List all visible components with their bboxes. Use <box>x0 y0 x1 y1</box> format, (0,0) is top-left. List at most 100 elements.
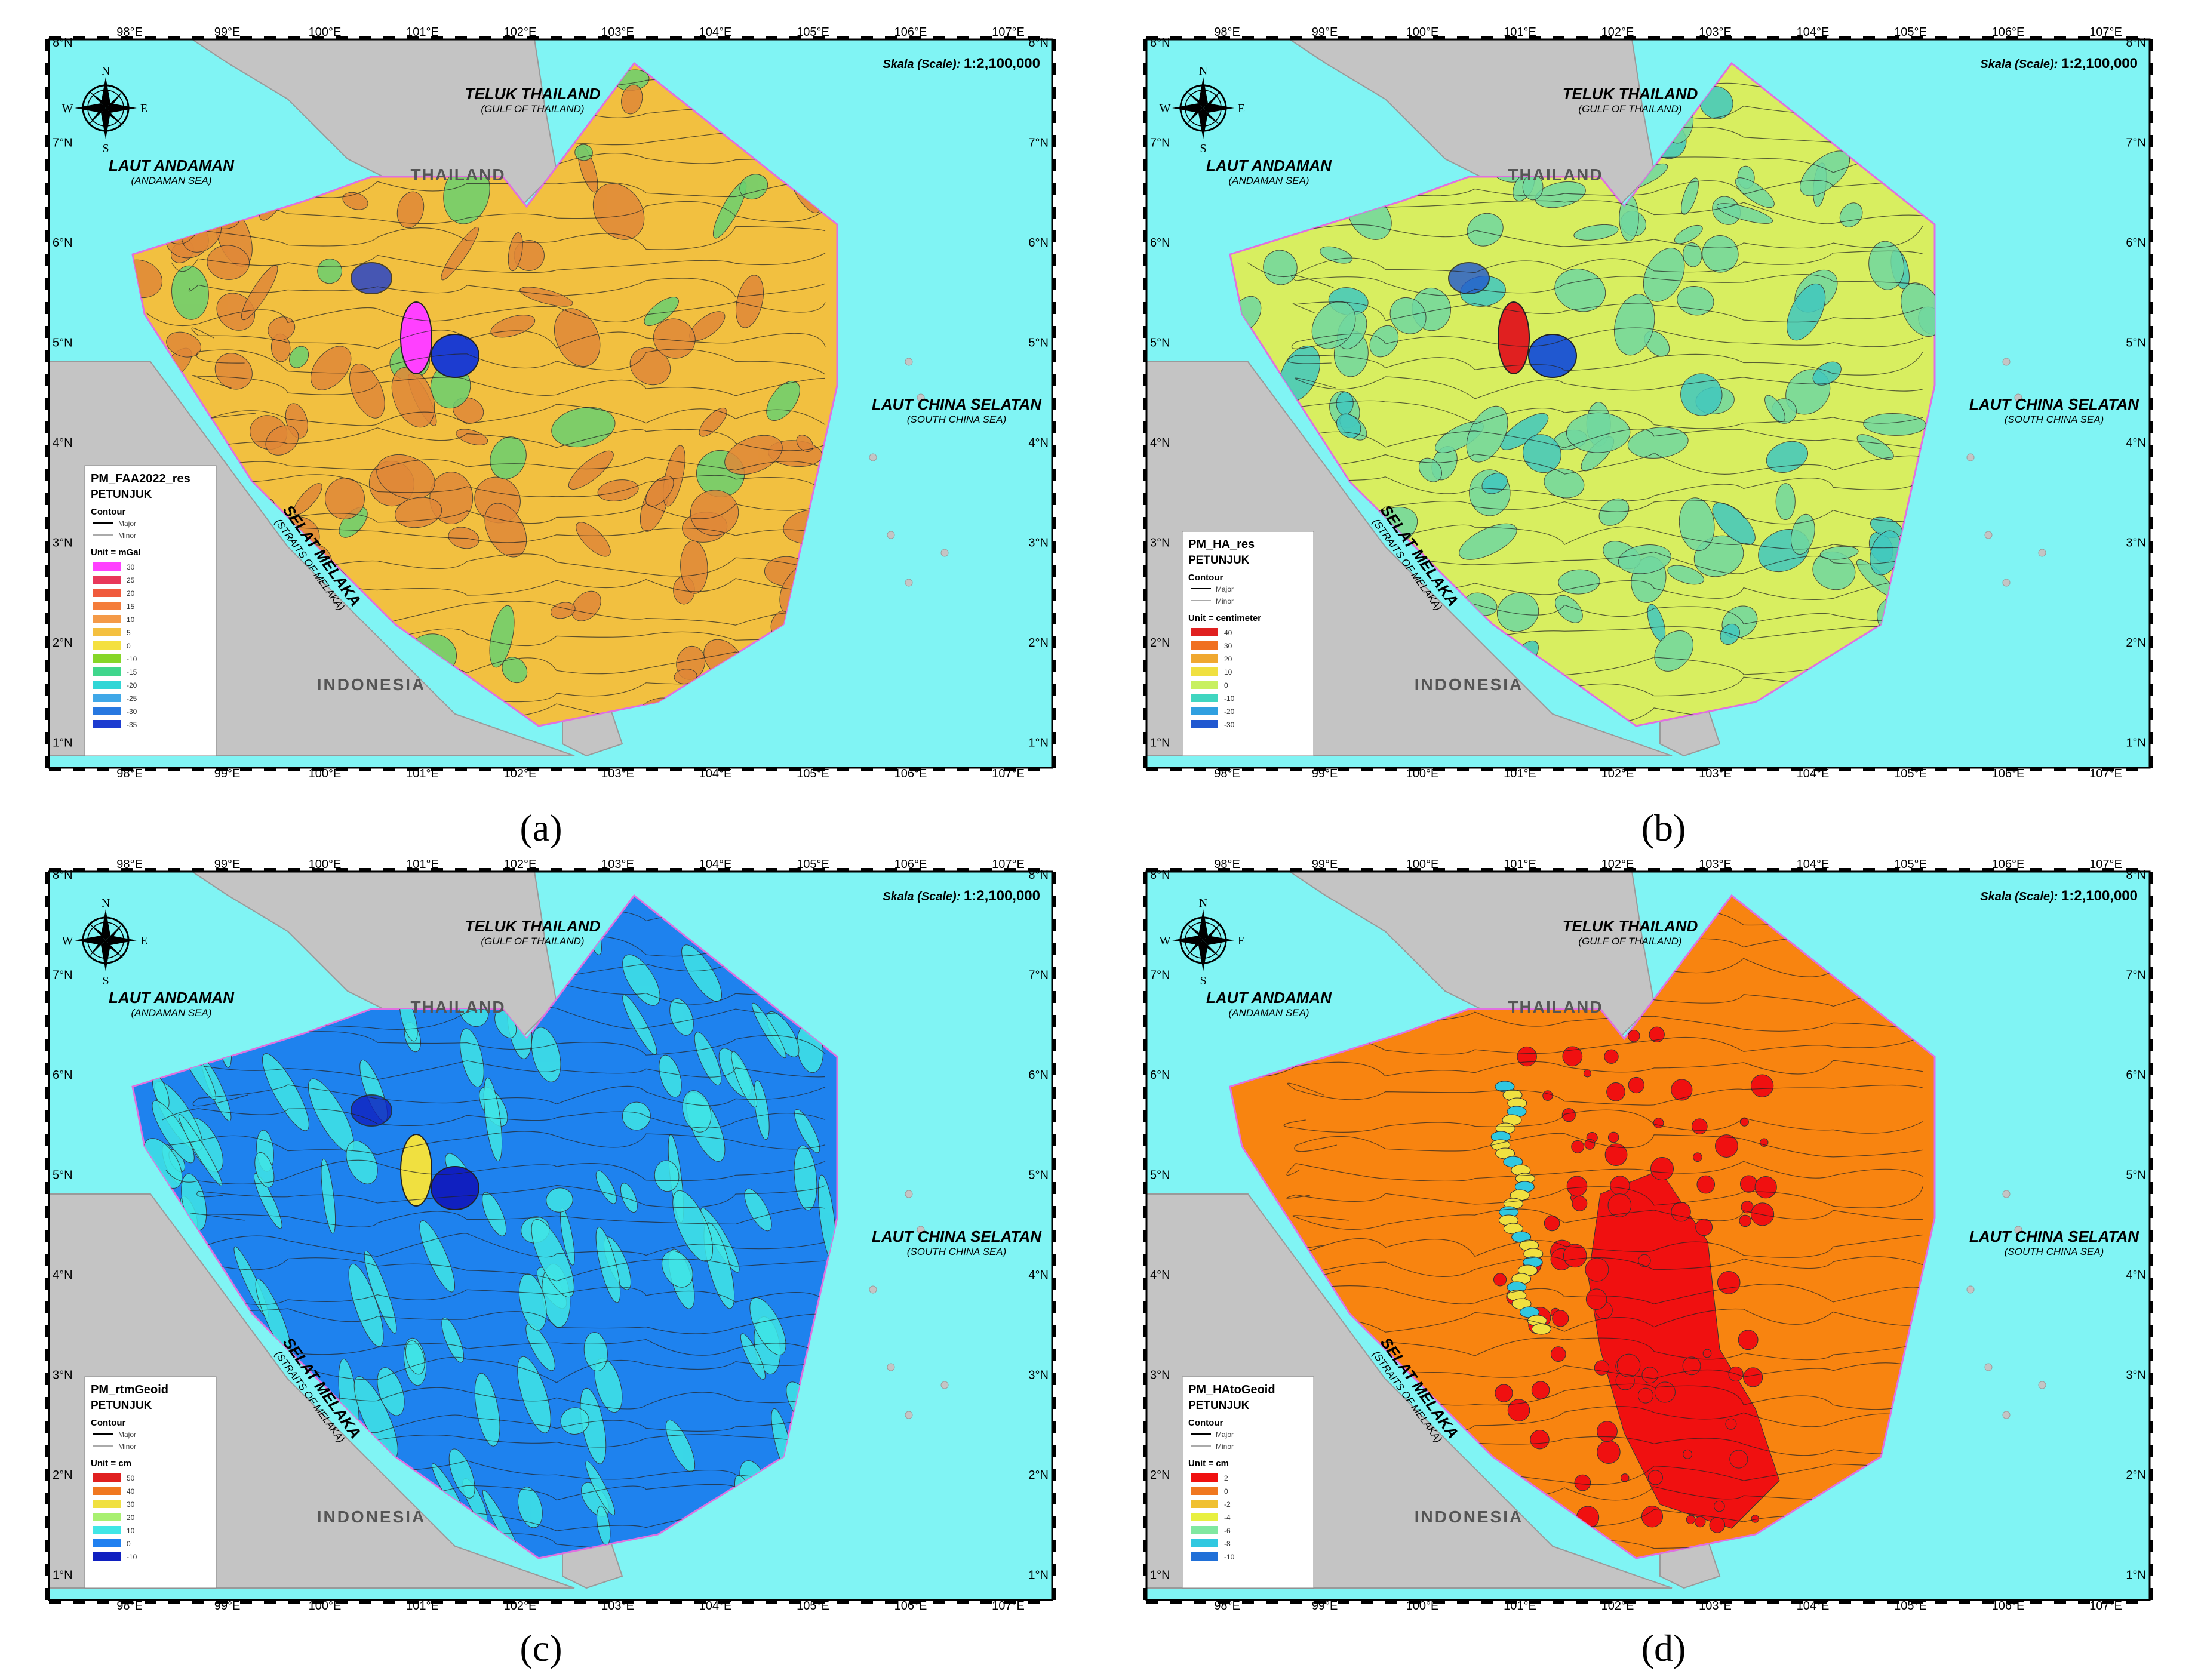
legend-major: Major <box>118 1430 136 1439</box>
lon-tick-top: 102°E <box>1601 860 1634 871</box>
legend-class-label: 20 <box>127 1513 135 1522</box>
lat-tick-right: 8°N <box>1028 36 1049 50</box>
legend-swatch <box>93 628 121 636</box>
legend-swatch <box>1191 628 1218 636</box>
legend-class-label: 10 <box>127 1527 135 1535</box>
legend-class-label: -6 <box>1224 1527 1231 1535</box>
lon-tick-bottom: 100°E <box>309 767 342 780</box>
lon-tick-top: 99°E <box>214 27 241 39</box>
lon-tick-bottom: 98°E <box>116 1599 143 1612</box>
lon-tick-top: 101°E <box>406 860 439 871</box>
legend-class-label: -20 <box>1224 707 1235 716</box>
legend-swatch <box>93 707 121 715</box>
legend-contour-heading: Contour <box>91 507 125 517</box>
lon-tick-top: 98°E <box>116 860 143 871</box>
legend-swatch <box>93 641 121 650</box>
lon-tick-bottom: 107°E <box>992 1599 1025 1612</box>
lat-tick-left: 2°N <box>53 636 73 650</box>
lon-tick-top: 100°E <box>1406 860 1439 871</box>
legend-class-label: 20 <box>1224 655 1232 663</box>
legend-swatch <box>1191 1552 1218 1561</box>
lon-tick-top: 103°E <box>601 27 634 39</box>
legend-contour-heading: Contour <box>91 1418 125 1428</box>
legend-swatch <box>93 602 121 610</box>
lon-tick-bottom: 99°E <box>214 1599 241 1612</box>
lon-tick-bottom: 101°E <box>406 1599 439 1612</box>
legend-title: PM_rtmGeoid <box>91 1383 168 1396</box>
legend-title: PM_HA_res <box>1188 538 1255 551</box>
compass-s: S <box>1200 974 1206 987</box>
lon-tick-top: 106°E <box>894 27 927 39</box>
lon-tick-top: 100°E <box>309 860 342 871</box>
legend-subtitle: PETUNJUK <box>91 488 152 501</box>
lon-tick-top: 104°E <box>699 27 732 39</box>
label-gulf-of-thailand: (GULF OF THAILAND) <box>1578 936 1681 947</box>
compass-rose-icon: N S E W <box>1160 64 1246 155</box>
lon-tick-bottom: 107°E <box>2089 767 2122 780</box>
compass-n: N <box>102 897 110 910</box>
label-south-china-sea: (SOUTH CHINA SEA) <box>907 1246 1007 1257</box>
compass-w: W <box>62 102 73 115</box>
legend-class-label: -10 <box>127 1553 137 1561</box>
legend-class-label: 0 <box>1224 1487 1228 1496</box>
lon-tick-top: 104°E <box>1797 860 1830 871</box>
lat-tick-right: 6°N <box>2126 236 2146 250</box>
lat-tick-right: 8°N <box>2126 36 2146 50</box>
lat-tick-right: 2°N <box>1028 1469 1049 1482</box>
legend-swatch <box>1191 681 1218 689</box>
lon-tick-top: 99°E <box>214 860 241 871</box>
legend-class-label: 0 <box>1224 681 1228 690</box>
lon-tick-bottom: 103°E <box>1699 767 1732 780</box>
lat-tick-left: 2°N <box>1150 1469 1170 1482</box>
lon-tick-top: 105°E <box>1894 860 1927 871</box>
lon-tick-top: 104°E <box>1797 27 1830 39</box>
lon-tick-bottom: 101°E <box>1504 1599 1536 1612</box>
lon-tick-top: 98°E <box>1214 860 1240 871</box>
legend-class-label: 40 <box>1224 629 1232 637</box>
lon-tick-bottom: 102°E <box>504 767 537 780</box>
lat-tick-left: 5°N <box>1150 337 1170 350</box>
lon-tick-top: 107°E <box>992 860 1025 871</box>
lat-tick-right: 4°N <box>1028 436 1049 450</box>
legend-swatch <box>1191 1500 1218 1508</box>
lat-tick-right: 6°N <box>2126 1069 2146 1082</box>
caption-a: (a) <box>519 807 562 849</box>
legend-class-label: 10 <box>127 616 135 624</box>
legend-swatch <box>93 1473 121 1482</box>
label-indonesia: INDONESIA <box>1415 1507 1524 1526</box>
lon-tick-bottom: 107°E <box>992 767 1025 780</box>
lat-tick-left: 3°N <box>1150 537 1170 550</box>
label-thailand: THAILAND <box>1508 165 1603 184</box>
lat-tick-right: 5°N <box>2126 337 2146 350</box>
legend-major: Major <box>118 519 136 528</box>
survey-area <box>1229 894 1936 1559</box>
island <box>905 1411 913 1419</box>
lat-tick-right: 1°N <box>2126 1569 2146 1582</box>
legend-class-label: 40 <box>127 1487 135 1496</box>
lat-tick-left: 8°N <box>1150 36 1170 50</box>
island <box>1984 531 1993 539</box>
lon-tick-bottom: 105°E <box>1894 767 1927 780</box>
label-indonesia: INDONESIA <box>317 675 426 694</box>
island <box>2002 579 2011 587</box>
legend-unit: Unit = mGal <box>91 547 141 558</box>
lat-tick-left: 8°N <box>53 36 73 50</box>
lat-tick-right: 5°N <box>1028 1169 1049 1182</box>
label-indonesia: INDONESIA <box>1415 675 1524 694</box>
label-laut-andaman: LAUT ANDAMAN <box>109 989 235 1007</box>
legend-unit: Unit = cm <box>1188 1459 1229 1469</box>
panel-a: 98°E 98°E 99°E 99°E 100°E 100°E 101°E 101°E 102°… <box>37 27 1064 780</box>
legend-minor: Minor <box>1216 597 1234 605</box>
lon-tick-bottom: 106°E <box>894 1599 927 1612</box>
label-andaman-sea: (ANDAMAN SEA) <box>131 1007 211 1019</box>
legend-swatch <box>1191 1539 1218 1547</box>
lat-tick-left: 6°N <box>1150 1069 1170 1082</box>
legend-class-label: -8 <box>1224 1540 1231 1548</box>
lat-tick-left: 7°N <box>53 137 73 150</box>
island <box>2038 549 2046 557</box>
lon-tick-top: 102°E <box>504 860 537 871</box>
label-teluk-thailand: TELUK THAILAND <box>1563 85 1698 103</box>
legend-swatch <box>93 720 121 728</box>
label-south-china-sea: (SOUTH CHINA SEA) <box>2005 1246 2104 1257</box>
frame-ticks <box>45 868 1056 1604</box>
